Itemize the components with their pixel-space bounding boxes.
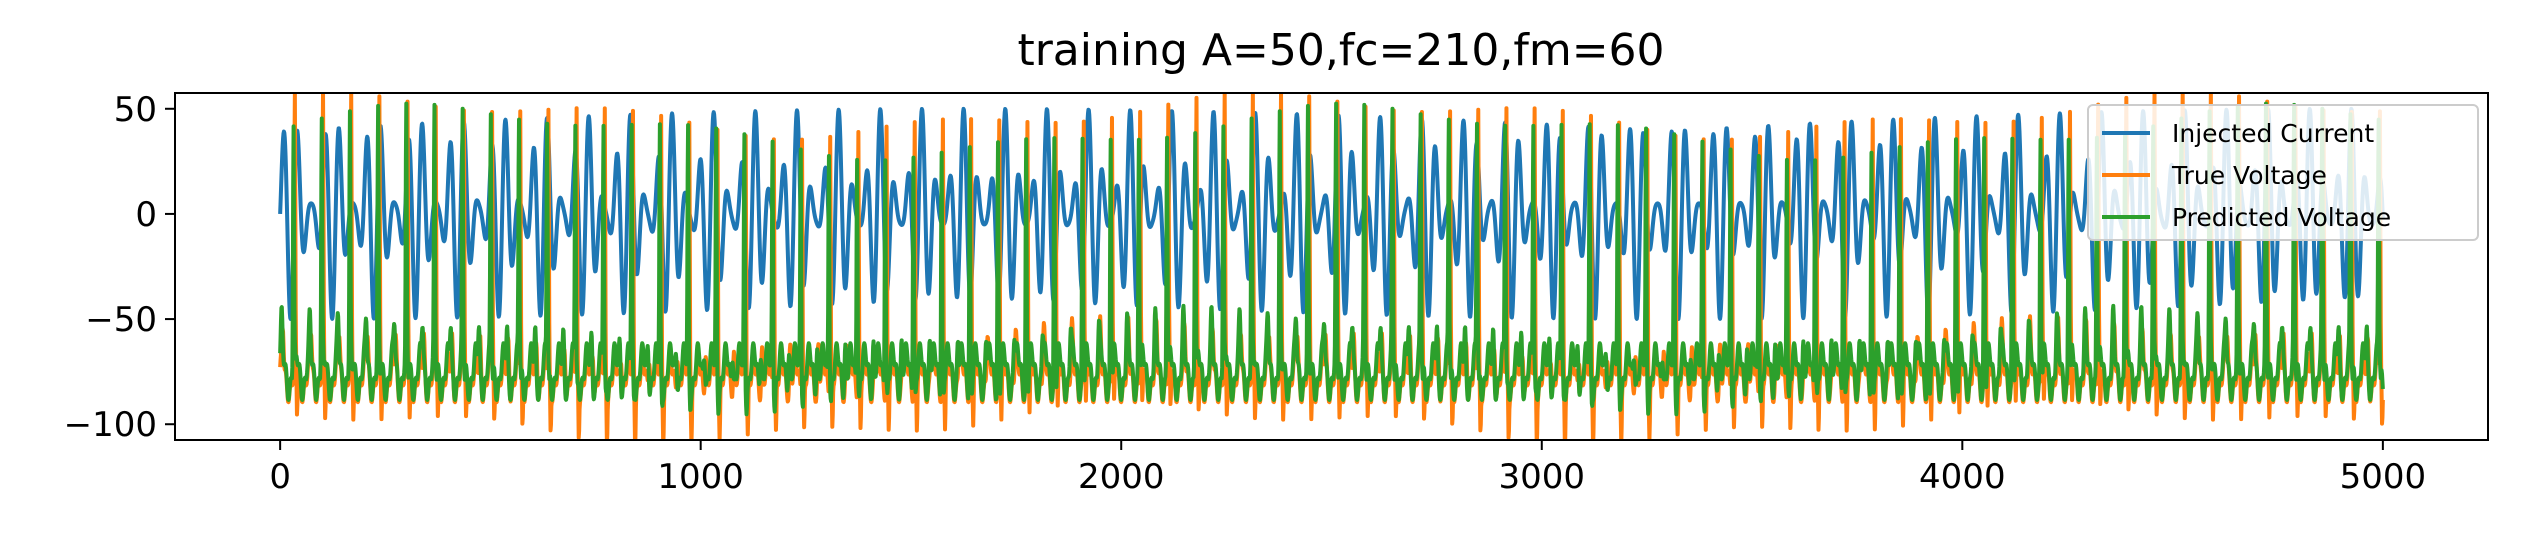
y-tick-label: −50 bbox=[85, 300, 157, 340]
legend: Injected Current True Voltage Predicted Vo… bbox=[2087, 104, 2479, 241]
legend-box bbox=[2087, 104, 2479, 241]
y-tick-label: 50 bbox=[114, 90, 157, 130]
y-tick-label: −100 bbox=[64, 405, 157, 445]
x-tick-label: 4000 bbox=[1919, 457, 2006, 497]
chart-title: training A=50,fc=210,fm=60 bbox=[1017, 25, 1664, 76]
axes: 0 1000 2000 3000 4000 5000 50 0 −50 −100 bbox=[64, 90, 2489, 497]
plot-lines bbox=[278, 93, 2385, 440]
x-tick-label: 0 bbox=[269, 457, 291, 497]
y-tick-label: 0 bbox=[135, 195, 157, 235]
x-tick-label: 1000 bbox=[657, 457, 744, 497]
x-tick-label: 5000 bbox=[2340, 457, 2427, 497]
legend-label: Predicted Voltage bbox=[2172, 203, 2391, 232]
x-tick-label: 2000 bbox=[1078, 457, 1165, 497]
legend-label: Injected Current bbox=[2172, 119, 2374, 148]
series-line-injected-current bbox=[278, 106, 2385, 321]
x-tick-label: 3000 bbox=[1499, 457, 1586, 497]
series-line-predicted-voltage bbox=[278, 101, 2385, 417]
axes-frame bbox=[174, 92, 2489, 441]
legend-label: True Voltage bbox=[2171, 161, 2327, 190]
